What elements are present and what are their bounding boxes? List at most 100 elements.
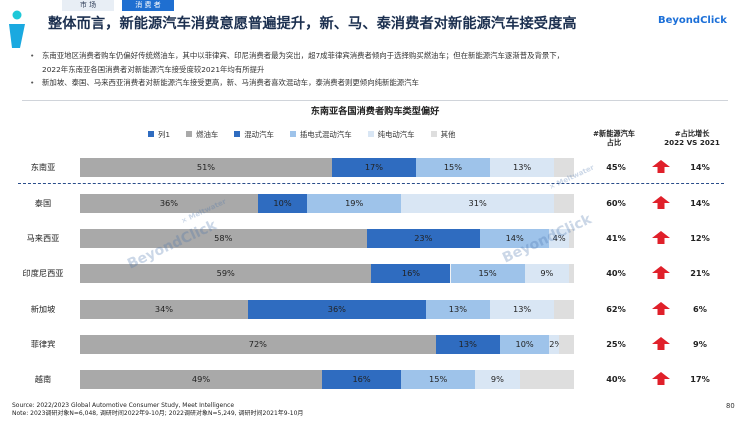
bar-value-label: 15% bbox=[443, 162, 463, 172]
bullet-item: 东南亚地区消费者购车仍偏好传统燃油车，其中以菲律宾、印尼消费者最为突出，超7成菲… bbox=[30, 49, 735, 63]
bar-value-label: 9% bbox=[490, 374, 504, 384]
growth-header-line1: #占比增长 bbox=[674, 129, 710, 138]
bar-value-label: 13% bbox=[513, 162, 532, 172]
nev-share-value: 25% bbox=[606, 339, 626, 349]
bar-segment-ev bbox=[549, 335, 560, 354]
growth-header: #占比增长 2022 VS 2021 bbox=[652, 129, 732, 147]
legend-swatch bbox=[289, 131, 296, 137]
bar-segment-plugin bbox=[499, 335, 550, 354]
bar-value-label: 13% bbox=[513, 304, 532, 314]
bar-value-label: 34% bbox=[154, 304, 174, 314]
up-arrow-icon bbox=[652, 302, 670, 315]
bar-track: 49% 16% 15% 9% bbox=[80, 370, 574, 389]
divider bbox=[22, 100, 728, 101]
bar-segment-fuel bbox=[80, 158, 332, 177]
bar-value-label: 58% bbox=[214, 233, 233, 243]
bar-segment-fuel bbox=[80, 335, 436, 354]
bar-track: 59% 16% 15% 9% bbox=[80, 264, 574, 283]
bar-value-label: 36% bbox=[327, 304, 346, 314]
bar-segment-fuel bbox=[80, 370, 323, 389]
up-arrow-icon bbox=[652, 196, 670, 209]
bar-segment-ev bbox=[401, 194, 555, 213]
nev-share-value: 40% bbox=[606, 268, 626, 278]
chart-legend: 列1 燃油车 混动汽车 插电式混动汽车 纯电动汽车 其他 bbox=[148, 128, 455, 140]
bar-value-label: 16% bbox=[352, 374, 371, 384]
bar-segment-ev bbox=[475, 370, 520, 389]
legend-swatch bbox=[234, 131, 241, 137]
bar-segment-other bbox=[554, 300, 574, 319]
bar-track: 34% 36% 13% 13% bbox=[80, 300, 574, 319]
category-label: 东南亚 bbox=[30, 162, 56, 172]
bar-segment-hybrid bbox=[322, 370, 402, 389]
bar-value-label: 10% bbox=[273, 198, 292, 208]
growth-value: 17% bbox=[690, 374, 710, 384]
bar-segment-hybrid bbox=[331, 158, 416, 177]
legend-swatch bbox=[186, 131, 193, 137]
legend-swatch bbox=[430, 131, 437, 137]
legend-swatch bbox=[148, 131, 154, 137]
bar-value-label: 15% bbox=[478, 268, 497, 278]
category-label: 泰国 bbox=[34, 198, 52, 208]
bar-value-label: 14% bbox=[505, 233, 524, 243]
growth-value: 14% bbox=[690, 162, 710, 172]
bar-value-label: 51% bbox=[196, 162, 216, 172]
bar-segment-ev bbox=[490, 300, 555, 319]
brand-mark-icon bbox=[9, 10, 25, 48]
bar-value-label: 15% bbox=[429, 374, 448, 384]
legend-label: 插电式混动汽车 bbox=[299, 129, 352, 139]
legend-item: 燃油车 bbox=[186, 128, 218, 140]
bar-value-label: 13% bbox=[448, 304, 467, 314]
bar-value-label: 19% bbox=[345, 198, 364, 208]
bar-segment-ev bbox=[524, 264, 570, 283]
bar-value-label: 49% bbox=[191, 374, 211, 384]
up-arrow-icon bbox=[652, 160, 670, 173]
brand-logo: BeyondClick bbox=[658, 15, 727, 26]
legend-item: 纯电动汽车 bbox=[367, 128, 415, 140]
bar-segment-plugin bbox=[480, 229, 550, 248]
nev-share-header-line2: 占比 bbox=[606, 138, 622, 147]
legend-item: 混动汽车 bbox=[234, 128, 274, 140]
source-note: Source: 2022/2023 Global Automotive Cons… bbox=[12, 402, 303, 417]
growth-value: 9% bbox=[693, 339, 707, 349]
bar-value-label: 31% bbox=[468, 198, 487, 208]
page-number: 80 bbox=[726, 402, 735, 410]
bar-segment-plugin bbox=[425, 300, 491, 319]
legend-label: 燃油车 bbox=[196, 129, 219, 139]
bar-value-label: 4% bbox=[552, 233, 566, 243]
legend-label: 纯电动汽车 bbox=[377, 129, 415, 139]
bar-value-label: 59% bbox=[216, 268, 235, 278]
bullet-item: 新加坡、泰国、马来西亚消费者对新能源汽车接受更高，新、马消费者喜欢混动车，泰消费… bbox=[30, 76, 735, 90]
nev-share-header: #新能源汽车 占比 bbox=[582, 129, 646, 147]
bar-value-label: 36% bbox=[159, 198, 179, 208]
up-arrow-icon bbox=[652, 266, 670, 279]
bar-segment-fuel bbox=[80, 264, 372, 283]
nev-share-header-line1: #新能源汽车 bbox=[593, 129, 635, 138]
growth-value: 12% bbox=[690, 233, 710, 243]
category-label: 越南 bbox=[34, 374, 52, 384]
growth-value: 14% bbox=[690, 198, 710, 208]
nev-share-value: 62% bbox=[606, 304, 626, 314]
bar-segment-hybrid bbox=[257, 194, 308, 213]
source-text: Source: 2022/2023 Global Automotive Cons… bbox=[12, 402, 235, 409]
up-arrow-icon bbox=[652, 337, 670, 350]
bar-segment-fuel bbox=[80, 300, 248, 319]
bar-segment-other bbox=[559, 335, 574, 354]
bar-value-label: 10% bbox=[515, 339, 534, 349]
bar-value-label: 9% bbox=[540, 268, 554, 278]
bar-segment-ev bbox=[549, 229, 570, 248]
legend-item: 其他 bbox=[430, 128, 455, 140]
bar-value-label: 72% bbox=[248, 339, 267, 349]
bar-segment-other bbox=[569, 229, 574, 248]
bar-value-label: 23% bbox=[414, 233, 433, 243]
tab-consumer[interactable]: 消 费 者 bbox=[122, 0, 174, 11]
tab-market[interactable]: 市 场 bbox=[62, 0, 114, 11]
category-label: 印度尼西亚 bbox=[22, 268, 64, 278]
legend-swatch bbox=[367, 131, 374, 137]
bar-segment-hybrid bbox=[435, 335, 500, 354]
bar-segment-other bbox=[554, 158, 574, 177]
nev-share-value: 40% bbox=[606, 374, 626, 384]
growth-value: 21% bbox=[690, 268, 710, 278]
nev-share-value: 41% bbox=[606, 233, 626, 243]
chart-title: 东南亚各国消费者购车类型偏好 bbox=[310, 106, 440, 117]
bar-segment-other bbox=[569, 264, 574, 283]
